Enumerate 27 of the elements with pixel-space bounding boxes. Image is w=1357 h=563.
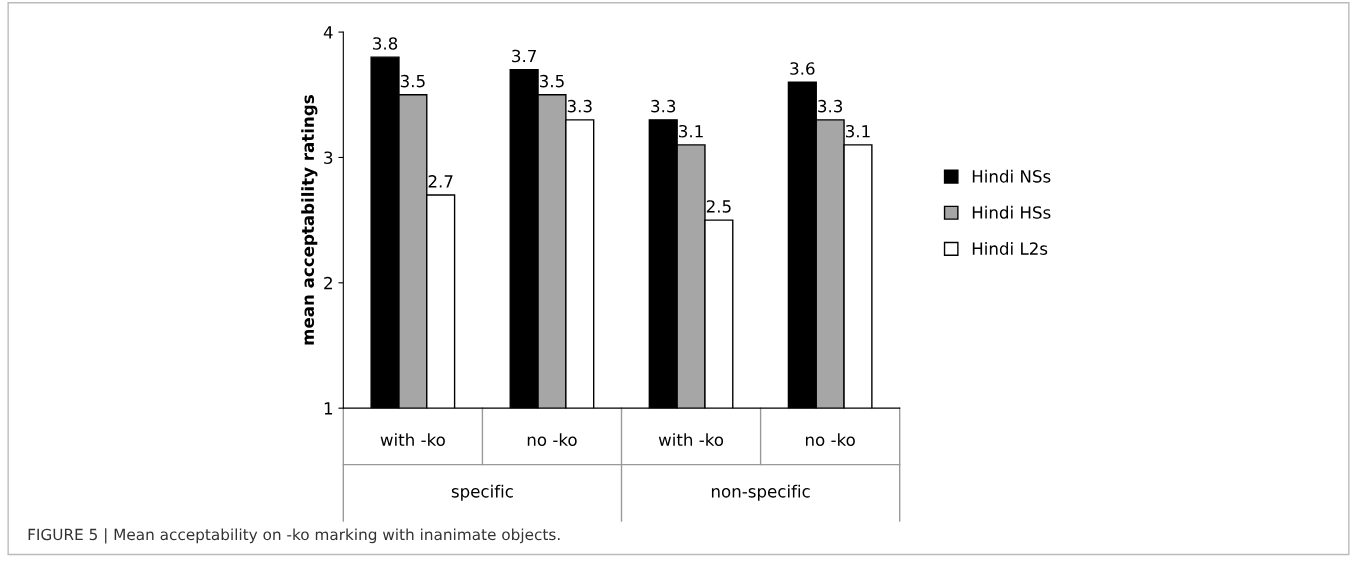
caption: FIGURE 5 | Mean acceptability on -ko marking with inanimate objects. <box>28 528 560 544</box>
y-axis-title: mean acceptability ratings <box>301 95 318 345</box>
data-label: 3.6 <box>790 62 815 75</box>
data-label: 2.7 <box>428 175 453 188</box>
data-label: 3.3 <box>818 99 843 113</box>
y-tick-label: 2 <box>324 276 332 290</box>
data-label: 3.8 <box>373 37 398 50</box>
y-tick-label: 4 <box>323 26 333 39</box>
y-tick-label: 1 <box>324 402 333 415</box>
data-label: 3.1 <box>845 124 870 138</box>
x-tick-label: with -ko <box>658 433 724 447</box>
legend-label: Hindi HSs <box>972 205 1051 219</box>
y-tick-label: 3 <box>324 151 333 165</box>
data-label: 2.5 <box>706 200 731 213</box>
text: non-specific <box>711 484 810 501</box>
legend-label: Hindi NSs <box>972 169 1051 183</box>
data-label: 3.1 <box>679 124 703 138</box>
text: specific <box>451 484 513 501</box>
legend-label: Hindi L2s <box>972 242 1048 255</box>
data-label: 3.5 <box>539 74 564 88</box>
data-label: 3.5 <box>400 74 425 88</box>
data-label: 3.3 <box>651 99 676 113</box>
x-tick-label: no -ko <box>527 433 577 447</box>
x-tick-label: no -ko <box>806 433 855 447</box>
x-tick-label: with -ko <box>380 433 445 447</box>
data-label: 3.7 <box>512 49 536 63</box>
data-label: 3.3 <box>567 99 592 113</box>
